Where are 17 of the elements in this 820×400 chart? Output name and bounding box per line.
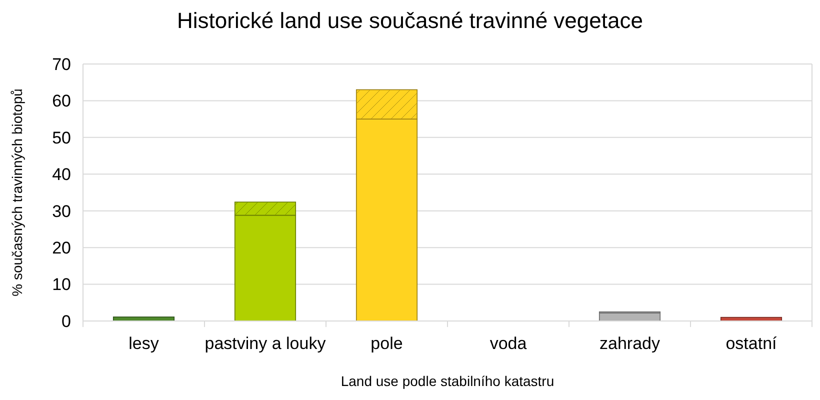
x-tick-label: pole bbox=[370, 334, 403, 353]
y-tick-label: 60 bbox=[52, 92, 71, 111]
y-tick-label: 70 bbox=[52, 54, 71, 74]
x-tick-label: voda bbox=[490, 334, 528, 353]
y-tick-label: 30 bbox=[52, 202, 71, 221]
y-tick-label: 20 bbox=[52, 238, 71, 258]
x-tick-label: ostatní bbox=[726, 334, 778, 353]
y-tick-label: 50 bbox=[52, 128, 71, 148]
y-tick-label: 0 bbox=[62, 312, 71, 331]
y-tick-label: 40 bbox=[52, 165, 71, 184]
chart-title: Historické land use současné travinné vegetace bbox=[177, 8, 643, 33]
x-tick-label: lesy bbox=[128, 334, 160, 353]
x-axis-title: Land use podle stabilního katastru bbox=[340, 373, 554, 389]
x-tick-label: zahrady bbox=[600, 334, 660, 353]
y-tick-label: 10 bbox=[52, 275, 71, 294]
x-tick-label: pastviny a louky bbox=[204, 334, 326, 353]
y-axis-title: % současných travinných biotopů bbox=[9, 88, 25, 296]
